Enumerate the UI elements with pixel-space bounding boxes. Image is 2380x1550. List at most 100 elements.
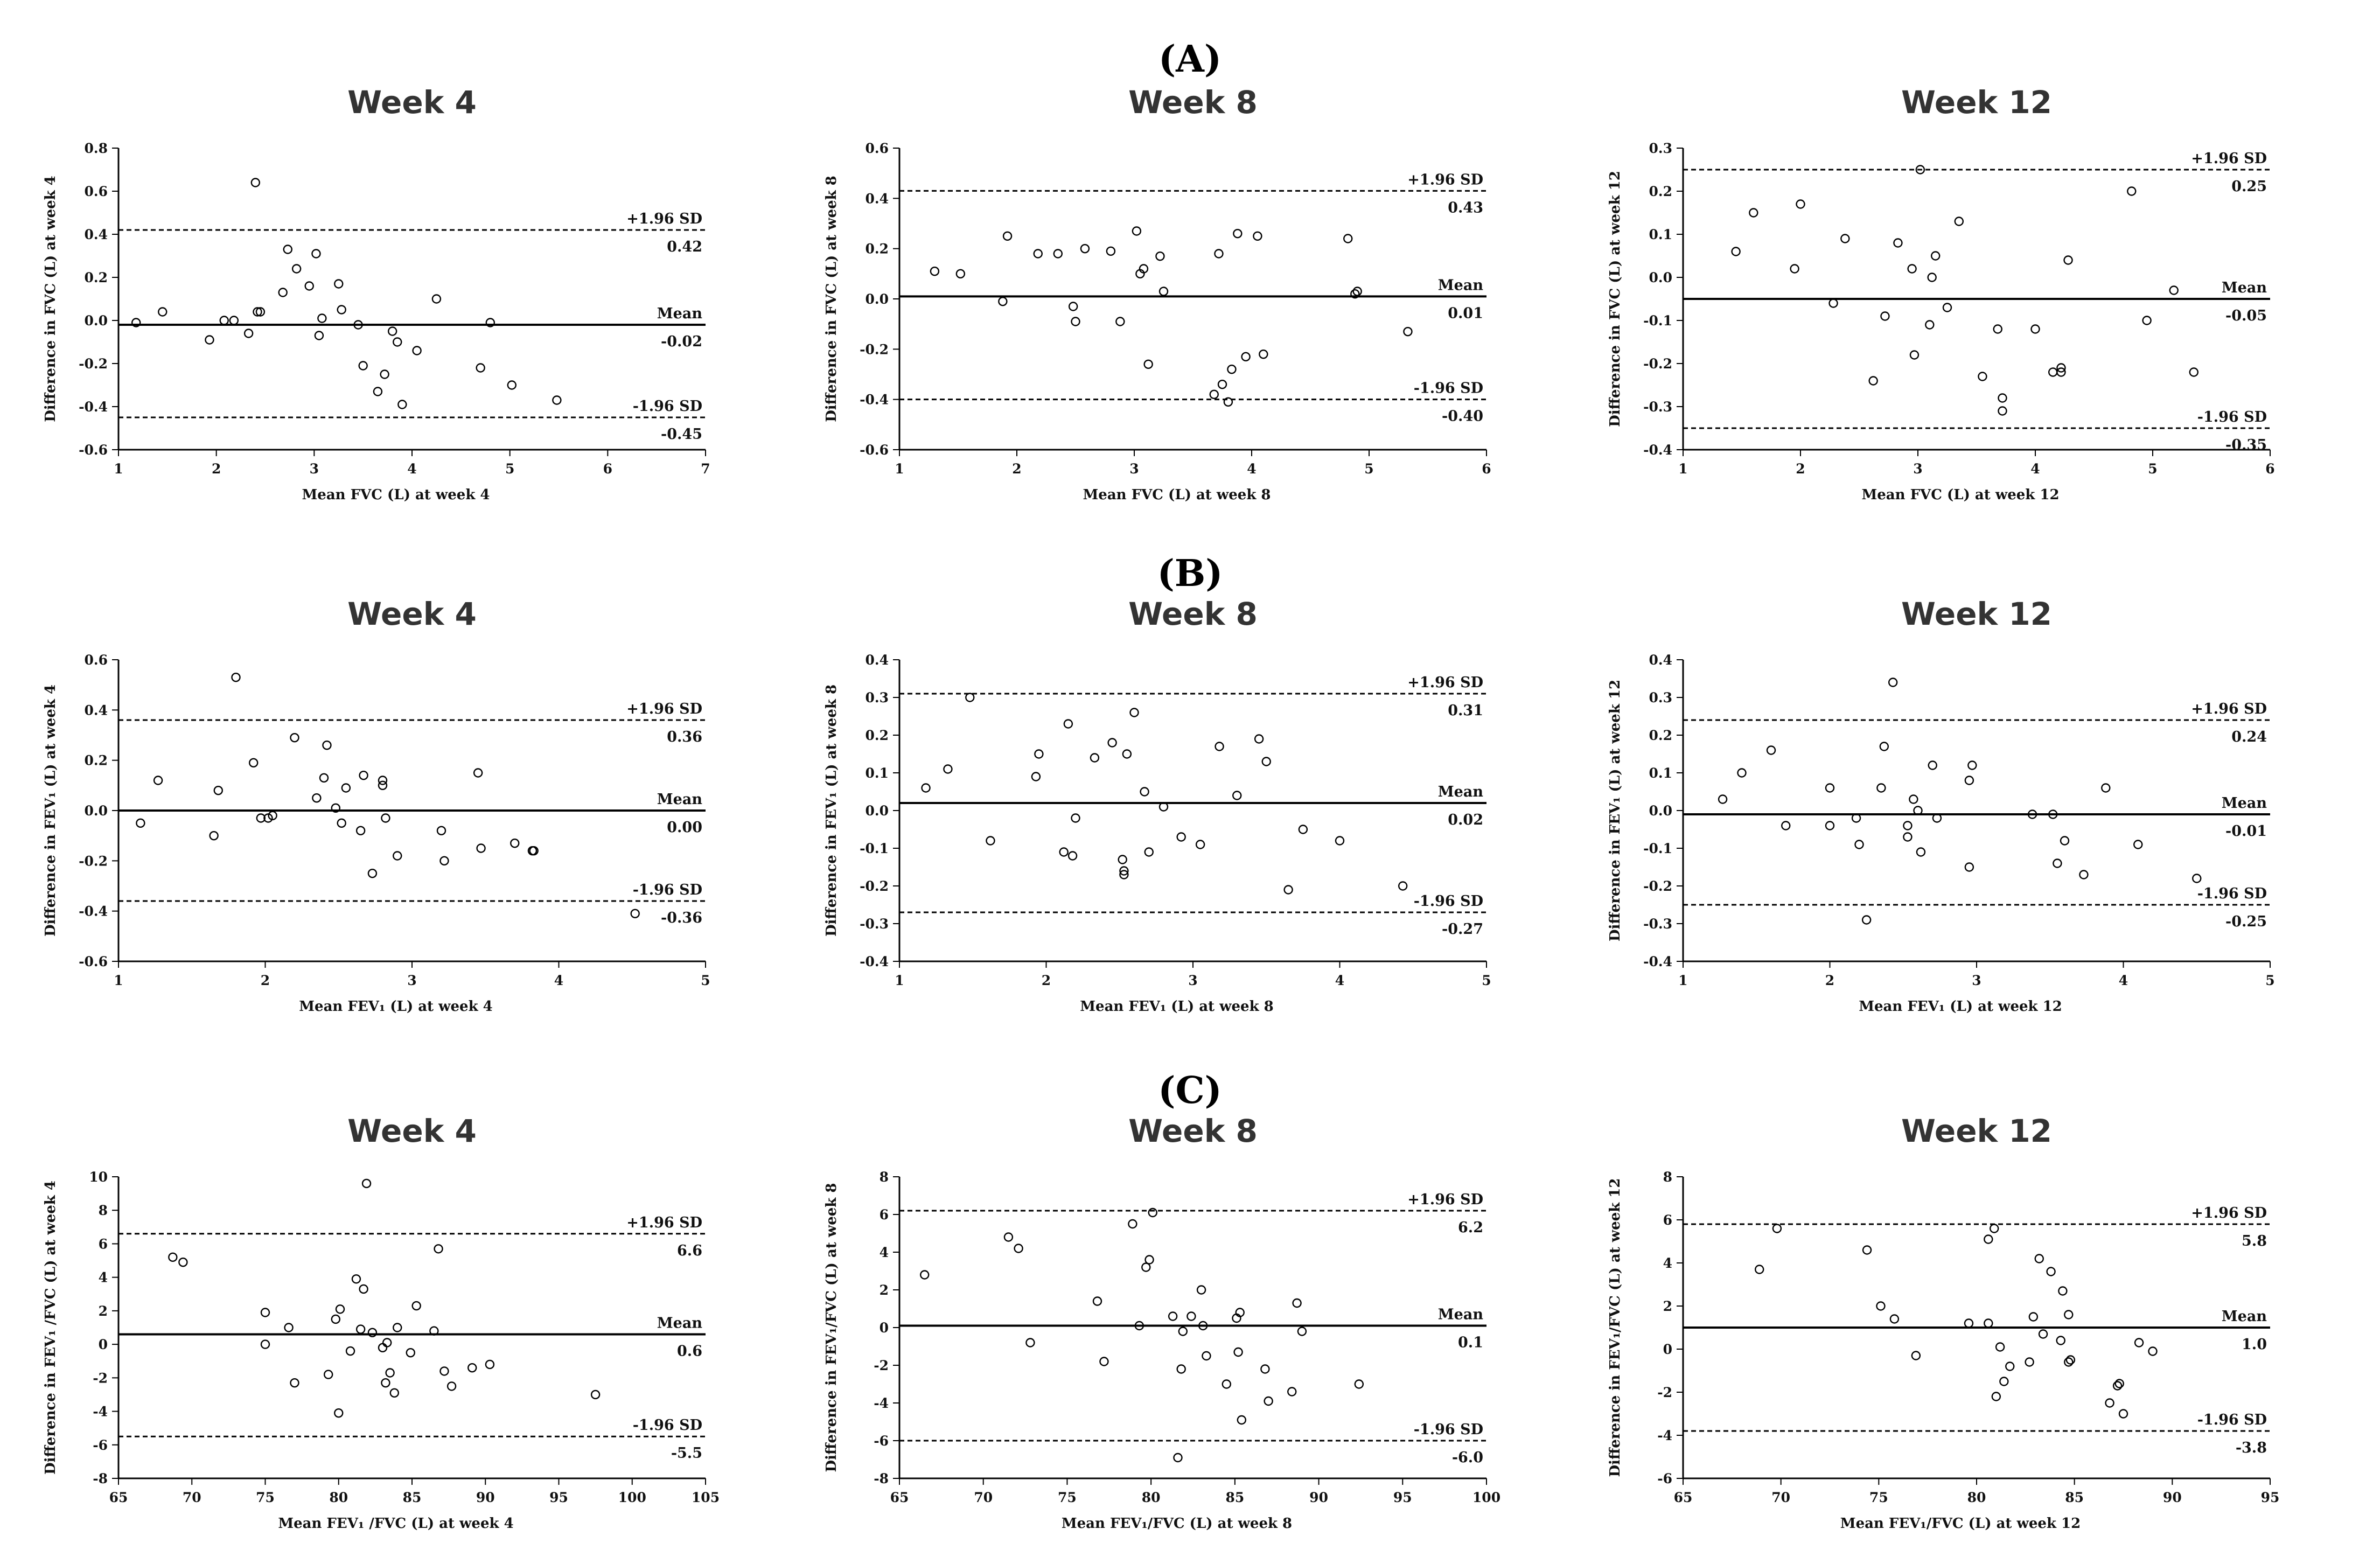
data-point (2048, 367, 2058, 377)
x-tick-label: 70 (183, 1490, 201, 1505)
x-tick-label: 65 (890, 1490, 909, 1505)
chart-panel: Week 12 1 2 3 4 5 6 -0.4 -0.3 -0.2 -0.1 0.0 0.1 0.2 0.… (1597, 84, 2286, 506)
data-point (1002, 231, 1013, 241)
y-tick-label: 0.4 (866, 191, 889, 206)
data-point (1954, 217, 1964, 226)
data-point (1298, 825, 1308, 834)
x-tick-label: 1 (114, 461, 123, 477)
data-point (590, 1390, 601, 1400)
data-point (1350, 289, 1360, 299)
x-axis-label: Mean FEV₁/FVC (L) at week 8 (1062, 1516, 1292, 1532)
data-point (290, 732, 299, 743)
data-point (1888, 678, 1898, 687)
data-point (378, 776, 388, 785)
data-point (2114, 1379, 2124, 1388)
y-tick-label: -0.1 (1643, 313, 1672, 329)
data-point (168, 1252, 178, 1262)
data-point (1942, 303, 1952, 312)
mean-value: 0.01 (1448, 305, 1483, 322)
upper-limit-label: +1.96 SD (1407, 171, 1483, 188)
data-point (249, 758, 259, 768)
data-point (2192, 874, 2202, 883)
y-tick-label: 0.8 (85, 141, 108, 156)
data-point (131, 318, 141, 327)
data-point (1964, 1318, 1974, 1328)
y-tick-label: -0.2 (1643, 878, 1672, 894)
lower-limit-label: -1.96 SD (2197, 1412, 2267, 1428)
y-tick-label: 0.6 (85, 184, 108, 199)
data-point (319, 773, 329, 783)
data-point (529, 846, 539, 856)
x-tick-label: 1 (1678, 461, 1687, 477)
data-point (1132, 226, 1142, 236)
x-tick-label: 90 (476, 1490, 495, 1505)
upper-limit-value: 6.6 (677, 1242, 702, 1259)
y-tick-label: -2 (874, 1358, 889, 1373)
data-point (1232, 791, 1242, 800)
y-tick-label: -6 (93, 1437, 108, 1453)
data-point (1003, 1232, 1014, 1242)
y-tick-label: 0.2 (1649, 184, 1673, 199)
y-tick-label: 8 (99, 1203, 108, 1218)
x-tick-label: 4 (1335, 973, 1344, 988)
data-point (1903, 832, 1913, 842)
x-tick-label: 5 (701, 973, 710, 988)
data-point (1984, 1234, 1993, 1244)
x-tick-label: 75 (1058, 1490, 1077, 1505)
data-point (1198, 1321, 1208, 1331)
chart-title: Week 12 (1901, 596, 2052, 632)
data-point (2056, 367, 2066, 377)
data-point (387, 326, 397, 336)
y-tick-label: -0.6 (860, 442, 889, 458)
x-tick-label: 100 (1472, 1490, 1500, 1505)
y-tick-label: 0.2 (85, 753, 108, 769)
x-tick-label: 80 (1142, 1490, 1161, 1505)
x-tick-label: 2 (1825, 973, 1834, 988)
data-point (1168, 1311, 1178, 1321)
mean-label: Mean (657, 791, 703, 808)
data-point (322, 740, 332, 750)
y-tick-label: -0.2 (1643, 356, 1672, 372)
data-point (314, 331, 324, 340)
data-point (1343, 234, 1353, 243)
lower-limit-value: -5.5 (671, 1445, 702, 1462)
y-axis-label: Difference in FEV₁ (L) at week 8 (823, 685, 840, 937)
data-point (1352, 287, 1362, 296)
lower-limit-label: -1.96 SD (1414, 893, 1483, 910)
mean-value: 0.02 (1448, 812, 1483, 828)
data-point (1235, 1308, 1245, 1317)
data-point (1287, 1387, 1297, 1397)
data-point (1034, 749, 1044, 759)
data-point (1283, 885, 1293, 895)
y-tick-label: -0.4 (860, 954, 889, 969)
data-point (178, 1257, 188, 1267)
data-point (1911, 1351, 1921, 1360)
lower-limit-label: -1.96 SD (2197, 409, 2267, 425)
data-point (1025, 1338, 1035, 1347)
data-point (1995, 1342, 2005, 1352)
x-tick-label: 3 (1129, 461, 1139, 477)
data-point (393, 851, 402, 861)
data-point (381, 1378, 390, 1388)
data-point (255, 307, 266, 317)
chart-panel: Week 8 1 2 3 4 5 6 -0.6 -0.4 -0.2 0.0 0.2 0.4 0.6 Mean… (813, 84, 1503, 506)
data-point (268, 811, 277, 821)
mean-value: -0.05 (2225, 308, 2267, 324)
x-tick-label: 85 (2065, 1490, 2084, 1505)
y-tick-label: 10 (89, 1169, 108, 1185)
data-point (1119, 866, 1129, 876)
data-point (361, 1178, 372, 1189)
mean-value: 0.1 (1458, 1335, 1483, 1351)
data-point (1737, 768, 1747, 778)
x-axis-label: Mean FEV₁ (L) at week 12 (1859, 999, 2062, 1015)
bland-altman-plot: Week 8 1 2 3 4 5 6 -0.6 -0.4 -0.2 0.0 0.2 0.4 0.6 Mean… (823, 84, 1491, 503)
mean-label: Mean (1438, 784, 1484, 800)
data-point (1297, 1326, 1307, 1336)
data-point (335, 1304, 345, 1314)
data-point (291, 264, 302, 274)
lower-limit-label: -1.96 SD (633, 882, 702, 898)
mean-value: 0.00 (667, 819, 702, 836)
y-tick-label: 0.2 (866, 241, 889, 257)
lower-limit-label: -1.96 SD (633, 1417, 702, 1434)
section-label-c: (C) (1158, 1069, 1222, 1112)
